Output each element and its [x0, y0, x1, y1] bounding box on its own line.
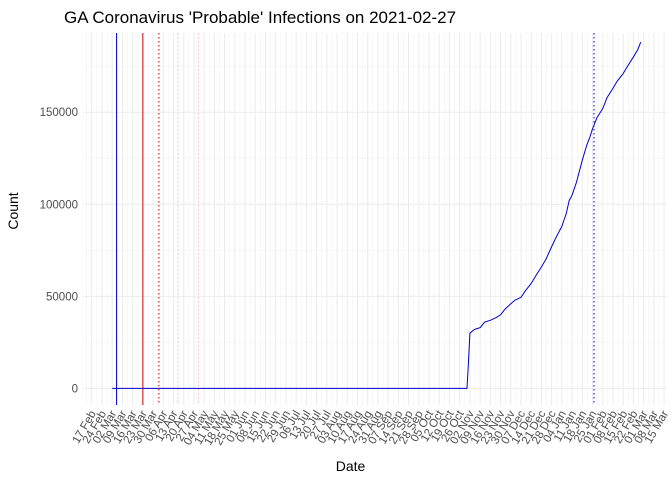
y-tick-label: 0	[72, 383, 78, 395]
reference-lines	[116, 33, 595, 405]
y-tick-label: 50000	[46, 291, 78, 303]
series	[112, 42, 642, 389]
y-tick-label: 150000	[40, 107, 78, 119]
grid	[83, 33, 667, 405]
y-axis-ticks: 0 50000 100000 150000	[40, 107, 78, 395]
series-line	[112, 42, 642, 389]
y-tick-label: 100000	[40, 199, 78, 211]
chart-title: GA Coronavirus 'Probable' Infections on …	[64, 8, 456, 27]
y-axis-title: Count	[5, 192, 21, 229]
x-axis-title: Date	[336, 458, 366, 474]
